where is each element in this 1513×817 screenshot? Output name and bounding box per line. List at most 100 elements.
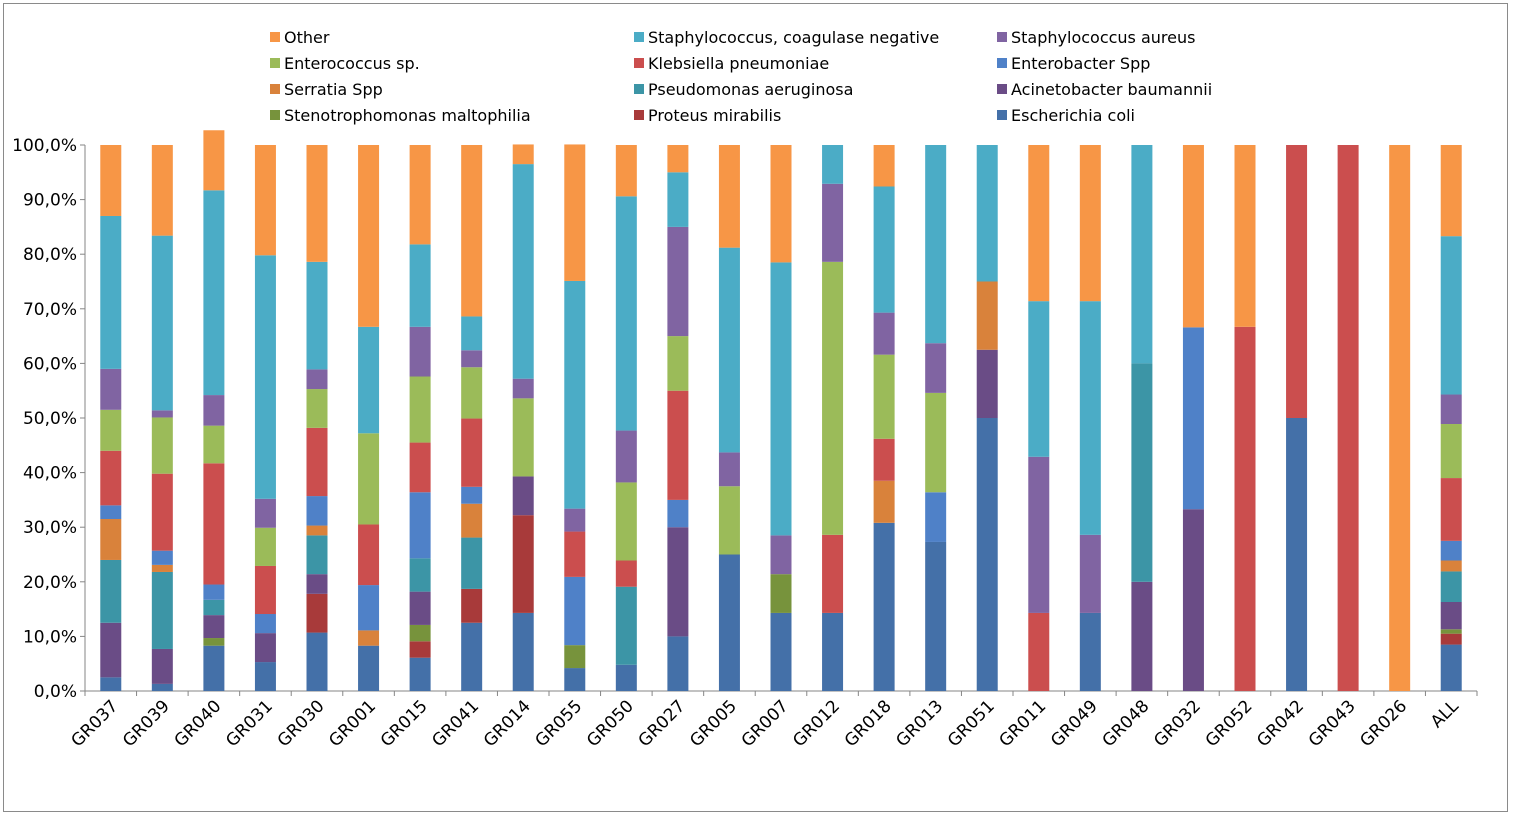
bar-segment-enterococcus-sp xyxy=(718,486,740,555)
y-tick-label: 100,0% xyxy=(12,136,77,156)
bar-segment-other xyxy=(1028,145,1050,302)
bar-segment-escherichia-coli xyxy=(564,668,586,691)
bar-segment-escherichia-coli xyxy=(615,664,637,691)
bar-segment-staphylococcus-aureus xyxy=(254,498,276,528)
legend-label: Escherichia coli xyxy=(1011,106,1135,125)
bar-segment-other xyxy=(100,145,122,216)
bar-segment-enterococcus-sp xyxy=(100,409,122,451)
bar-segment-staphylococcus-aureus xyxy=(461,350,483,368)
bar-segment-proteus-mirabilis xyxy=(512,515,534,613)
y-tick-label: 80,0% xyxy=(23,245,77,265)
x-tick-label: GR030 xyxy=(274,696,329,751)
bar-segment-other xyxy=(409,145,431,245)
x-tick-label: GR015 xyxy=(377,696,432,751)
bar-segment-klebsiella-pneumoniae xyxy=(1286,145,1308,418)
bar-stack-gr041 xyxy=(461,145,483,691)
bar-stack-gr037 xyxy=(100,145,122,691)
bar-segment-enterococcus-sp xyxy=(358,433,380,525)
legend-label: Stenotrophomonas maltophilia xyxy=(284,106,531,125)
bar-segment-staphylococcus-aureus xyxy=(564,508,586,532)
bar-segment-other xyxy=(512,144,534,165)
bar-stack-gr040 xyxy=(203,130,225,691)
bar-segment-staphylococcus-coagulase-negative xyxy=(461,316,483,351)
bar-stack-gr011 xyxy=(1028,145,1050,691)
bar-segment-proteus-mirabilis xyxy=(1440,633,1462,645)
bar-segment-enterobacter-spp xyxy=(1440,540,1462,561)
bar-segment-other xyxy=(254,145,276,256)
bar-segment-staphylococcus-coagulase-negative xyxy=(203,190,225,396)
bar-segment-enterobacter-spp xyxy=(461,486,483,504)
bar-segment-staphylococcus-coagulase-negative xyxy=(976,145,998,282)
bar-stack-gr012 xyxy=(822,145,844,691)
x-axis-labels: GR037GR039GR040GR031GR030GR001GR015GR041… xyxy=(68,696,1464,751)
bar-segment-enterococcus-sp xyxy=(873,354,895,439)
bar-segment-klebsiella-pneumoniae xyxy=(1337,145,1359,691)
bar-segment-enterococcus-sp xyxy=(254,527,276,566)
x-tick-label: GR007 xyxy=(738,696,793,751)
y-tick-label: 0,0% xyxy=(34,682,77,702)
bar-segment-staphylococcus-coagulase-negative xyxy=(822,145,844,184)
bar-segment-staphylococcus-coagulase-negative xyxy=(1440,236,1462,395)
bar-segment-enterococcus-sp xyxy=(1440,424,1462,479)
bar-segment-enterobacter-spp xyxy=(100,505,122,520)
x-tick-label: GR055 xyxy=(532,696,587,751)
bars xyxy=(100,130,1462,691)
bar-segment-other xyxy=(1234,145,1256,327)
y-tick-label: 10,0% xyxy=(23,627,77,647)
bar-segment-escherichia-coli xyxy=(1440,644,1462,691)
bar-segment-other xyxy=(1079,145,1101,302)
bar-segment-klebsiella-pneumoniae xyxy=(461,418,483,487)
bar-segment-escherichia-coli xyxy=(976,418,998,691)
bar-segment-acinetobacter-baumannii xyxy=(254,633,276,663)
legend-item-staphylococcus-coagulase-negative: Staphylococcus, coagulase negative xyxy=(634,28,939,47)
bar-segment-klebsiella-pneumoniae xyxy=(1440,478,1462,541)
x-tick-label: ALL xyxy=(1427,696,1463,732)
bar-segment-enterobacter-spp xyxy=(254,614,276,634)
bar-segment-klebsiella-pneumoniae xyxy=(254,565,276,615)
bar-segment-staphylococcus-aureus xyxy=(1079,534,1101,613)
legend-item-proteus-mirabilis: Proteus mirabilis xyxy=(634,106,781,125)
bar-segment-staphylococcus-coagulase-negative xyxy=(667,172,689,227)
bar-segment-acinetobacter-baumannii xyxy=(1131,581,1153,691)
bar-segment-enterococcus-sp xyxy=(306,389,328,428)
bar-segment-escherichia-coli xyxy=(461,622,483,691)
bar-segment-escherichia-coli xyxy=(100,677,122,691)
bar-stack-gr007 xyxy=(770,145,792,691)
bar-stack-gr001 xyxy=(358,145,380,691)
bar-segment-escherichia-coli xyxy=(306,632,328,691)
bar-segment-acinetobacter-baumannii xyxy=(1440,602,1462,630)
legend-item-other: Other xyxy=(270,28,330,47)
bar-segment-acinetobacter-baumannii xyxy=(203,615,225,639)
bar-segment-enterococcus-sp xyxy=(151,417,173,474)
x-tick-label: GR037 xyxy=(68,696,123,751)
bar-segment-other xyxy=(461,145,483,317)
bar-segment-escherichia-coli xyxy=(822,612,844,691)
legend-item-escherichia-coli: Escherichia coli xyxy=(997,106,1135,125)
bar-segment-staphylococcus-coagulase-negative xyxy=(1028,301,1050,457)
bar-segment-escherichia-coli xyxy=(770,612,792,691)
bar-segment-serratia-spp xyxy=(873,480,895,523)
bar-segment-other xyxy=(1182,145,1204,328)
x-tick-label: GR013 xyxy=(892,696,947,751)
bar-segment-staphylococcus-aureus xyxy=(1028,456,1050,613)
bar-segment-staphylococcus-aureus xyxy=(615,430,637,483)
x-tick-label: GR027 xyxy=(635,696,690,751)
bar-segment-staphylococcus-coagulase-negative xyxy=(615,196,637,431)
bar-stack-gr032 xyxy=(1182,145,1204,691)
bar-segment-escherichia-coli xyxy=(409,657,431,691)
bar-segment-other xyxy=(151,145,173,236)
bar-segment-staphylococcus-aureus xyxy=(873,312,895,355)
bar-segment-staphylococcus-coagulase-negative xyxy=(770,262,792,536)
bar-segment-klebsiella-pneumoniae xyxy=(306,427,328,497)
bar-segment-staphylococcus-aureus xyxy=(718,452,740,487)
legend-label: Staphylococcus, coagulase negative xyxy=(648,28,939,47)
bar-segment-staphylococcus-coagulase-negative xyxy=(512,164,534,379)
bar-segment-other xyxy=(615,145,637,197)
bar-segment-pseudomonas-aeruginosa xyxy=(409,558,431,592)
bar-segment-staphylococcus-aureus xyxy=(306,369,328,390)
bar-stack-gr015 xyxy=(409,145,431,691)
bar-stack-gr026 xyxy=(1389,145,1411,691)
stacked-bar-chart: Other Staphylococcus, coagulase negative S… xyxy=(12,28,1478,751)
bar-segment-acinetobacter-baumannii xyxy=(151,648,173,684)
bar-segment-other xyxy=(358,145,380,327)
